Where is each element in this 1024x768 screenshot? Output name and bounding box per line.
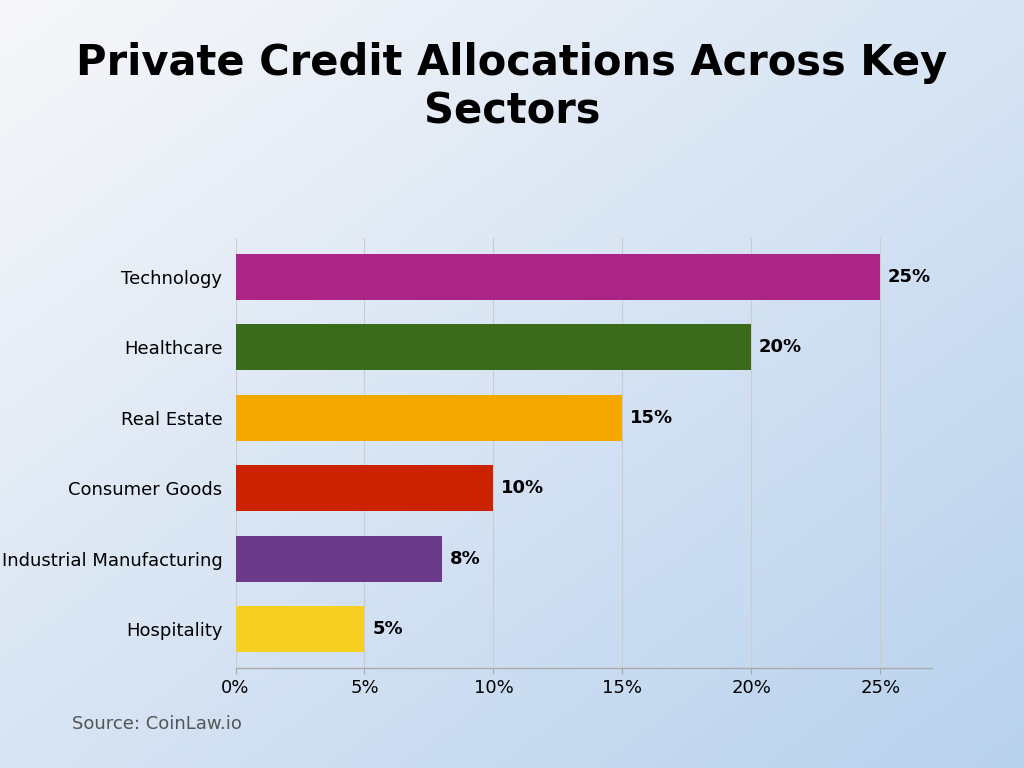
Bar	[236, 536, 441, 582]
Text: 8%: 8%	[450, 550, 480, 568]
Text: Private Credit Allocations Across Key
Sectors: Private Credit Allocations Across Key Se…	[77, 42, 947, 133]
Bar	[236, 254, 881, 300]
Text: 5%: 5%	[372, 621, 402, 638]
Bar	[236, 465, 494, 511]
Bar	[236, 324, 752, 370]
Text: 20%: 20%	[759, 339, 802, 356]
Text: 10%: 10%	[501, 479, 545, 498]
Text: 15%: 15%	[630, 409, 673, 427]
Text: Source: CoinLaw.io: Source: CoinLaw.io	[72, 716, 242, 733]
Text: 25%: 25%	[888, 268, 931, 286]
Bar	[236, 395, 623, 441]
Bar	[236, 607, 365, 652]
